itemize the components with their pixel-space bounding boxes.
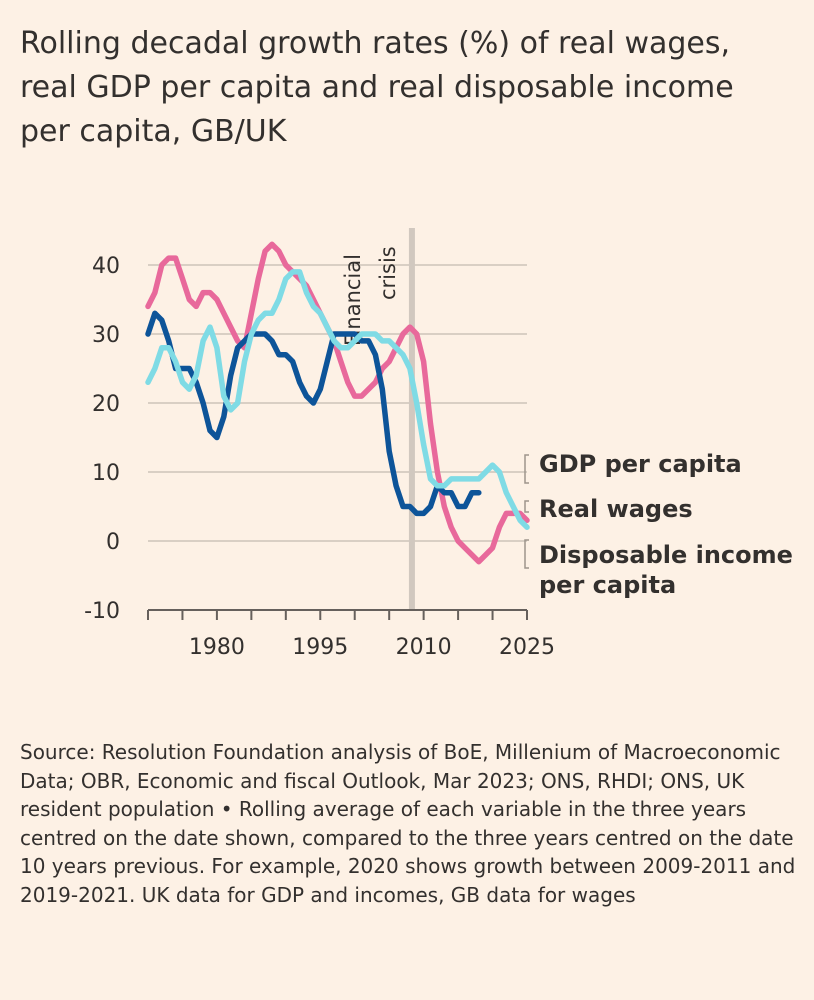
y-tick-label: 10 bbox=[92, 461, 120, 486]
x-tick-label: 1980 bbox=[189, 635, 245, 660]
x-axis: 1980 1995 2010 2025 bbox=[147, 609, 555, 660]
y-tick-label: -10 bbox=[84, 599, 120, 624]
source-note: Source: Resolution Foundation analysis o… bbox=[20, 740, 796, 907]
legend-bracket-gdp-per-capita bbox=[524, 454, 529, 484]
y-tick-label: 0 bbox=[106, 530, 120, 555]
series-line-real-wages bbox=[145, 269, 530, 530]
legend-label-disposable-income-per-capita: per capita bbox=[539, 571, 676, 599]
x-tick-label: 2010 bbox=[396, 635, 452, 660]
legend-label-gdp-per-capita: GDP per capita bbox=[539, 450, 742, 478]
chart: Financial crisis -10 0 10 20 30 40 1980 1995 20… bbox=[84, 228, 793, 660]
legend-label-real-wages: Real wages bbox=[539, 495, 693, 523]
legend-bracket-disposable-income-per-capita bbox=[524, 539, 529, 569]
series-line-gdp-per-capita bbox=[145, 310, 482, 517]
series-lines bbox=[145, 241, 530, 565]
legend-label-disposable-income-per-capita: Disposable income bbox=[539, 541, 793, 569]
series-line-disposable-income-per-capita bbox=[145, 241, 530, 565]
y-tick-label: 20 bbox=[92, 392, 120, 417]
chart-title: Rolling decadal growth rates (%) of real… bbox=[20, 26, 734, 149]
legend-bracket-real-wages bbox=[524, 500, 529, 513]
financial-crisis-band bbox=[408, 228, 415, 610]
x-tick-label: 1995 bbox=[292, 635, 348, 660]
y-tick-label: 30 bbox=[92, 323, 120, 348]
y-axis-labels: -10 0 10 20 30 40 bbox=[84, 254, 120, 624]
y-tick-label: 40 bbox=[92, 254, 120, 279]
financial-crisis-annotation-line2: crisis bbox=[376, 246, 400, 300]
financial-crisis-annotation-line1: Financial bbox=[341, 254, 365, 346]
x-tick-label: 2025 bbox=[499, 635, 555, 660]
